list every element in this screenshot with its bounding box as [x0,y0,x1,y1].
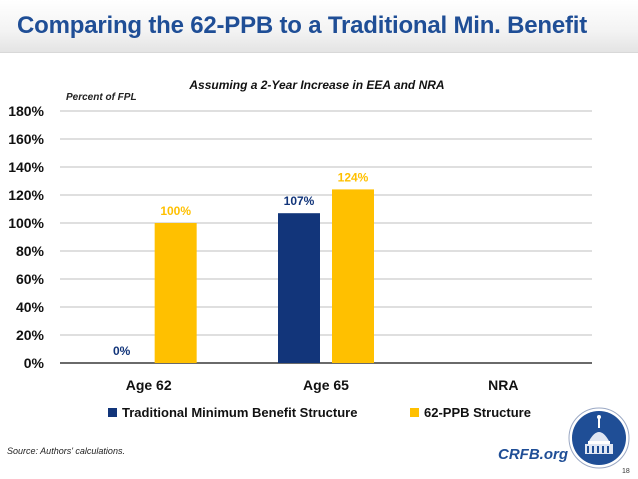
page-number: 18 [622,468,630,475]
source-note: Source: Authors' calculations. [7,446,125,456]
slide-header: Comparing the 62-PPB to a Traditional Mi… [0,0,638,53]
y-tick-label: 20% [16,327,45,343]
data-label: 124% [338,170,369,184]
y-tick-label: 100% [8,215,44,231]
legend-item-traditional: Traditional Minimum Benefit Structure [108,405,357,420]
y-tick-label: 140% [8,159,44,175]
y-tick-label: 160% [8,131,44,147]
brand-link[interactable]: CRFB.org [498,446,568,463]
y-tick-label: 120% [8,187,44,203]
legend-item-62ppb: 62-PPB Structure [410,405,531,420]
bar-62ppb [332,189,374,363]
data-label: 100% [160,204,191,218]
legend-swatch-traditional [108,408,117,417]
y-tick-label: 60% [16,271,45,287]
y-axis-unit-label: Percent of FPL [66,92,137,103]
x-tick-label: NRA [488,377,518,393]
y-tick-label: 0% [24,355,45,371]
slide-title: Comparing the 62-PPB to a Traditional Mi… [17,12,588,39]
bar-62ppb [154,223,197,363]
capitol-dome-icon [568,407,630,469]
y-tick-label: 180% [8,103,44,119]
x-tick-label: Age 62 [126,377,172,393]
chart-subtitle-text: Assuming a 2-Year Increase in EEA and NR… [189,78,445,92]
bar-traditional [278,213,320,363]
y-tick-label: 80% [16,243,45,259]
legend-swatch-62ppb [410,408,419,417]
legend-label-traditional: Traditional Minimum Benefit Structure [122,405,358,420]
data-label: 107% [284,194,315,208]
x-tick-label: Age 65 [303,377,349,393]
y-tick-label: 40% [16,299,45,315]
data-label: 0% [113,344,131,358]
legend-label-62ppb: 62-PPB Structure [424,405,531,420]
chart-subtitle: Assuming a 2-Year Increase in EEA and NR… [0,78,638,92]
